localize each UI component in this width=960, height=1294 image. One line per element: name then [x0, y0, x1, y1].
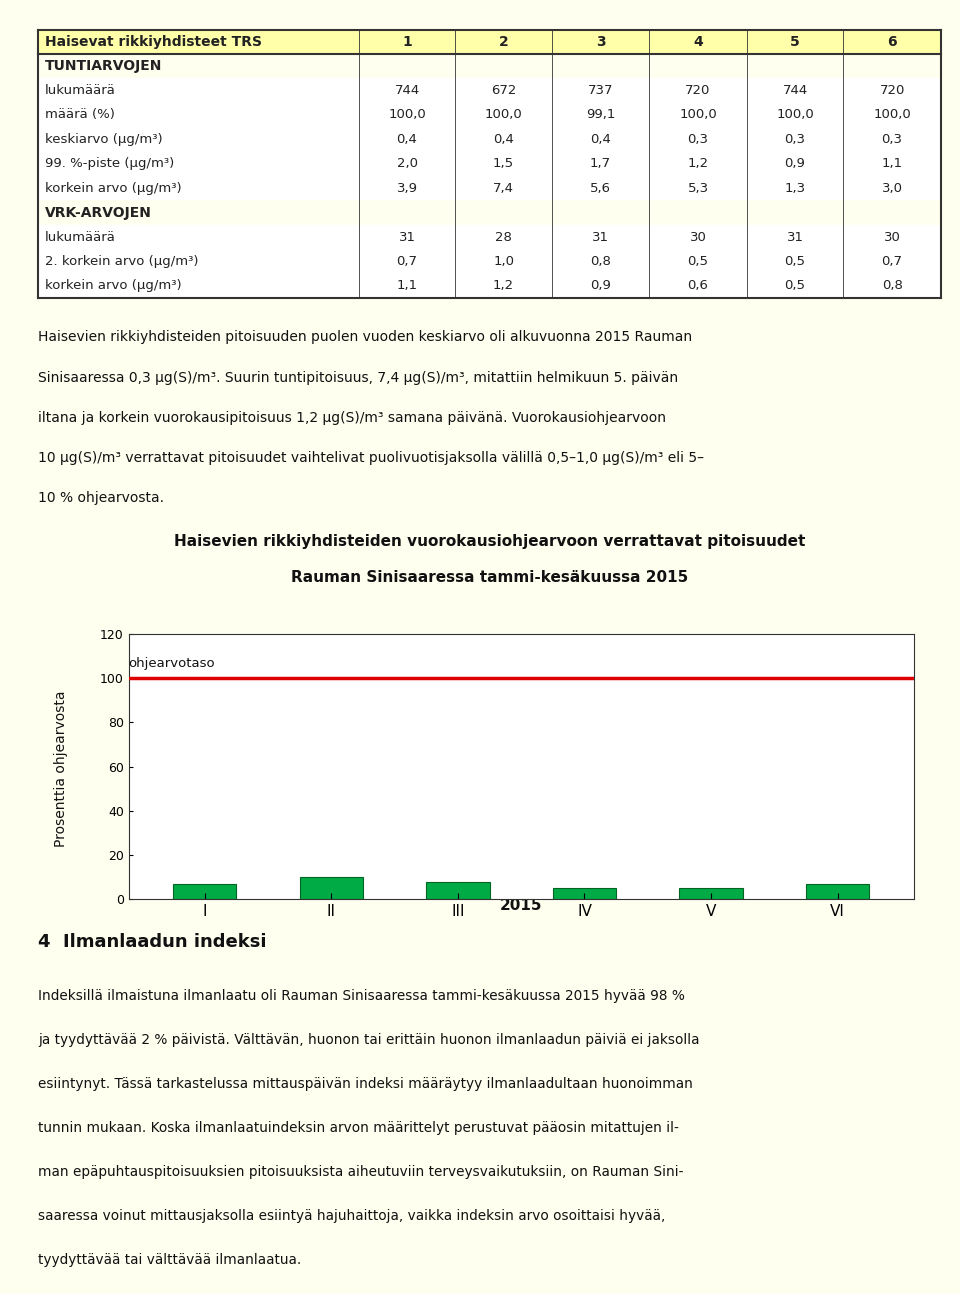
Text: saaressa voinut mittausjaksolla esiintyä hajuhaittoja, vaikka indeksin arvo osoi: saaressa voinut mittausjaksolla esiintyä…: [38, 1209, 666, 1223]
Text: määrä (%): määrä (%): [45, 109, 114, 122]
Text: 5,3: 5,3: [687, 181, 708, 194]
Text: 0,5: 0,5: [784, 280, 805, 292]
Text: 0,9: 0,9: [784, 158, 805, 171]
Text: 0,3: 0,3: [687, 133, 708, 146]
Text: 28: 28: [495, 230, 512, 243]
Text: korkein arvo (µg/m³): korkein arvo (µg/m³): [45, 181, 181, 194]
Text: 0,5: 0,5: [784, 255, 805, 268]
Text: 1,5: 1,5: [493, 158, 515, 171]
Text: 10 µg(S)/m³ verrattavat pitoisuudet vaihtelivat puolivuotisjaksolla välillä 0,5–: 10 µg(S)/m³ verrattavat pitoisuudet vaih…: [38, 452, 705, 465]
Text: Sinisaaressa 0,3 µg(S)/m³. Suurin tuntipitoisuus, 7,4 µg(S)/m³, mitattiin helmik: Sinisaaressa 0,3 µg(S)/m³. Suurin tuntip…: [38, 370, 679, 384]
Text: 3,0: 3,0: [881, 181, 902, 194]
Text: 1,2: 1,2: [687, 158, 708, 171]
Text: 2015: 2015: [500, 898, 542, 914]
Text: 3: 3: [596, 35, 606, 49]
Text: 1,2: 1,2: [493, 280, 515, 292]
Text: 2,0: 2,0: [396, 158, 418, 171]
Text: TUNTIARVOJEN: TUNTIARVOJEN: [45, 60, 162, 74]
Text: 744: 744: [782, 84, 807, 97]
Bar: [38, 201, 941, 225]
Text: 10 % ohjearvosta.: 10 % ohjearvosta.: [38, 492, 164, 505]
Text: lukumäärä: lukumäärä: [45, 230, 115, 243]
Text: 1,1: 1,1: [881, 158, 902, 171]
Text: ja tyydyttävää 2 % päivistä. Välttävän, huonon tai erittäin huonon ilmanlaadun p: ja tyydyttävää 2 % päivistä. Välttävän, …: [38, 1033, 700, 1047]
Text: 30: 30: [689, 230, 707, 243]
Text: 0,4: 0,4: [396, 133, 418, 146]
Text: 0,8: 0,8: [881, 280, 902, 292]
Text: Rauman Sinisaaressa tammi-kesäkuussa 2015: Rauman Sinisaaressa tammi-kesäkuussa 201…: [291, 569, 688, 585]
Text: Prosenttia ohjearvosta: Prosenttia ohjearvosta: [54, 691, 68, 846]
Text: 0,7: 0,7: [881, 255, 902, 268]
Text: 5: 5: [790, 35, 800, 49]
Text: 0,4: 0,4: [590, 133, 611, 146]
Text: 4: 4: [693, 35, 703, 49]
Text: 100,0: 100,0: [777, 109, 814, 122]
Text: 0,4: 0,4: [493, 133, 514, 146]
Text: Haisevien rikkiyhdisteiden pitoisuuden puolen vuoden keskiarvo oli alkuvuonna 20: Haisevien rikkiyhdisteiden pitoisuuden p…: [38, 330, 692, 344]
Text: 30: 30: [883, 230, 900, 243]
Text: 100,0: 100,0: [874, 109, 911, 122]
Bar: [38, 54, 941, 79]
Text: 3,9: 3,9: [396, 181, 418, 194]
Text: 744: 744: [395, 84, 420, 97]
Text: 31: 31: [786, 230, 804, 243]
Text: 99,1: 99,1: [586, 109, 615, 122]
Text: 1,1: 1,1: [396, 280, 418, 292]
Text: 1,0: 1,0: [493, 255, 515, 268]
Text: Haisevat rikkiyhdisteet TRS: Haisevat rikkiyhdisteet TRS: [45, 35, 262, 49]
Bar: [38, 151, 941, 176]
Bar: [38, 176, 941, 201]
Text: 100,0: 100,0: [679, 109, 717, 122]
Text: 0,5: 0,5: [687, 255, 708, 268]
Text: 0,8: 0,8: [590, 255, 611, 268]
Bar: [38, 79, 941, 102]
Text: 4  Ilmanlaadun indeksi: 4 Ilmanlaadun indeksi: [38, 933, 267, 951]
Text: Indeksillä ilmaistuna ilmanlaatu oli Rauman Sinisaaressa tammi-kesäkuussa 2015 h: Indeksillä ilmaistuna ilmanlaatu oli Rau…: [38, 990, 685, 1003]
Text: 1: 1: [402, 35, 412, 49]
Text: tunnin mukaan. Koska ilmanlaatuindeksin arvon määrittelyt perustuvat pääosin mit: tunnin mukaan. Koska ilmanlaatuindeksin …: [38, 1121, 680, 1135]
Bar: [38, 30, 941, 54]
Text: iltana ja korkein vuorokausipitoisuus 1,2 µg(S)/m³ samana päivänä. Vuorokausiohj: iltana ja korkein vuorokausipitoisuus 1,…: [38, 410, 666, 424]
Text: 1,3: 1,3: [784, 181, 805, 194]
Text: 7,4: 7,4: [493, 181, 515, 194]
Text: 0,3: 0,3: [881, 133, 902, 146]
Text: 737: 737: [588, 84, 613, 97]
Text: 31: 31: [398, 230, 416, 243]
Bar: [38, 127, 941, 151]
Text: 31: 31: [592, 230, 609, 243]
Text: tyydyttävää tai välttävää ilmanlaatua.: tyydyttävää tai välttävää ilmanlaatua.: [38, 1253, 301, 1267]
Text: keskiarvo (µg/m³): keskiarvo (µg/m³): [45, 133, 162, 146]
Text: 2. korkein arvo (µg/m³): 2. korkein arvo (µg/m³): [45, 255, 198, 268]
Text: 0,6: 0,6: [687, 280, 708, 292]
Text: 1,7: 1,7: [590, 158, 612, 171]
Text: 2: 2: [498, 35, 509, 49]
Text: 672: 672: [491, 84, 516, 97]
Text: 100,0: 100,0: [485, 109, 522, 122]
Text: 6: 6: [887, 35, 897, 49]
Bar: [38, 102, 941, 127]
Text: VRK-ARVOJEN: VRK-ARVOJEN: [45, 206, 152, 220]
Text: 5,6: 5,6: [590, 181, 612, 194]
Text: 720: 720: [685, 84, 710, 97]
Text: esiintynyt. Tässä tarkastelussa mittauspäivän indeksi määräytyy ilmanlaadultaan : esiintynyt. Tässä tarkastelussa mittausp…: [38, 1077, 693, 1091]
Bar: [38, 225, 941, 250]
Text: lukumäärä: lukumäärä: [45, 84, 115, 97]
Text: korkein arvo (µg/m³): korkein arvo (µg/m³): [45, 280, 181, 292]
Text: 100,0: 100,0: [388, 109, 426, 122]
Bar: [38, 250, 941, 273]
Text: 99. %-piste (µg/m³): 99. %-piste (µg/m³): [45, 158, 174, 171]
Text: 0,7: 0,7: [396, 255, 418, 268]
Text: Haisevien rikkiyhdisteiden vuorokausiohjearvoon verrattavat pitoisuudet: Haisevien rikkiyhdisteiden vuorokausiohj…: [174, 533, 805, 549]
Text: man epäpuhtauspitoisuuksien pitoisuuksista aiheutuviin terveysvaikutuksiin, on R: man epäpuhtauspitoisuuksien pitoisuuksis…: [38, 1165, 684, 1179]
Text: 720: 720: [879, 84, 904, 97]
Text: 0,9: 0,9: [590, 280, 611, 292]
Text: 0,3: 0,3: [784, 133, 805, 146]
Bar: [38, 273, 941, 298]
